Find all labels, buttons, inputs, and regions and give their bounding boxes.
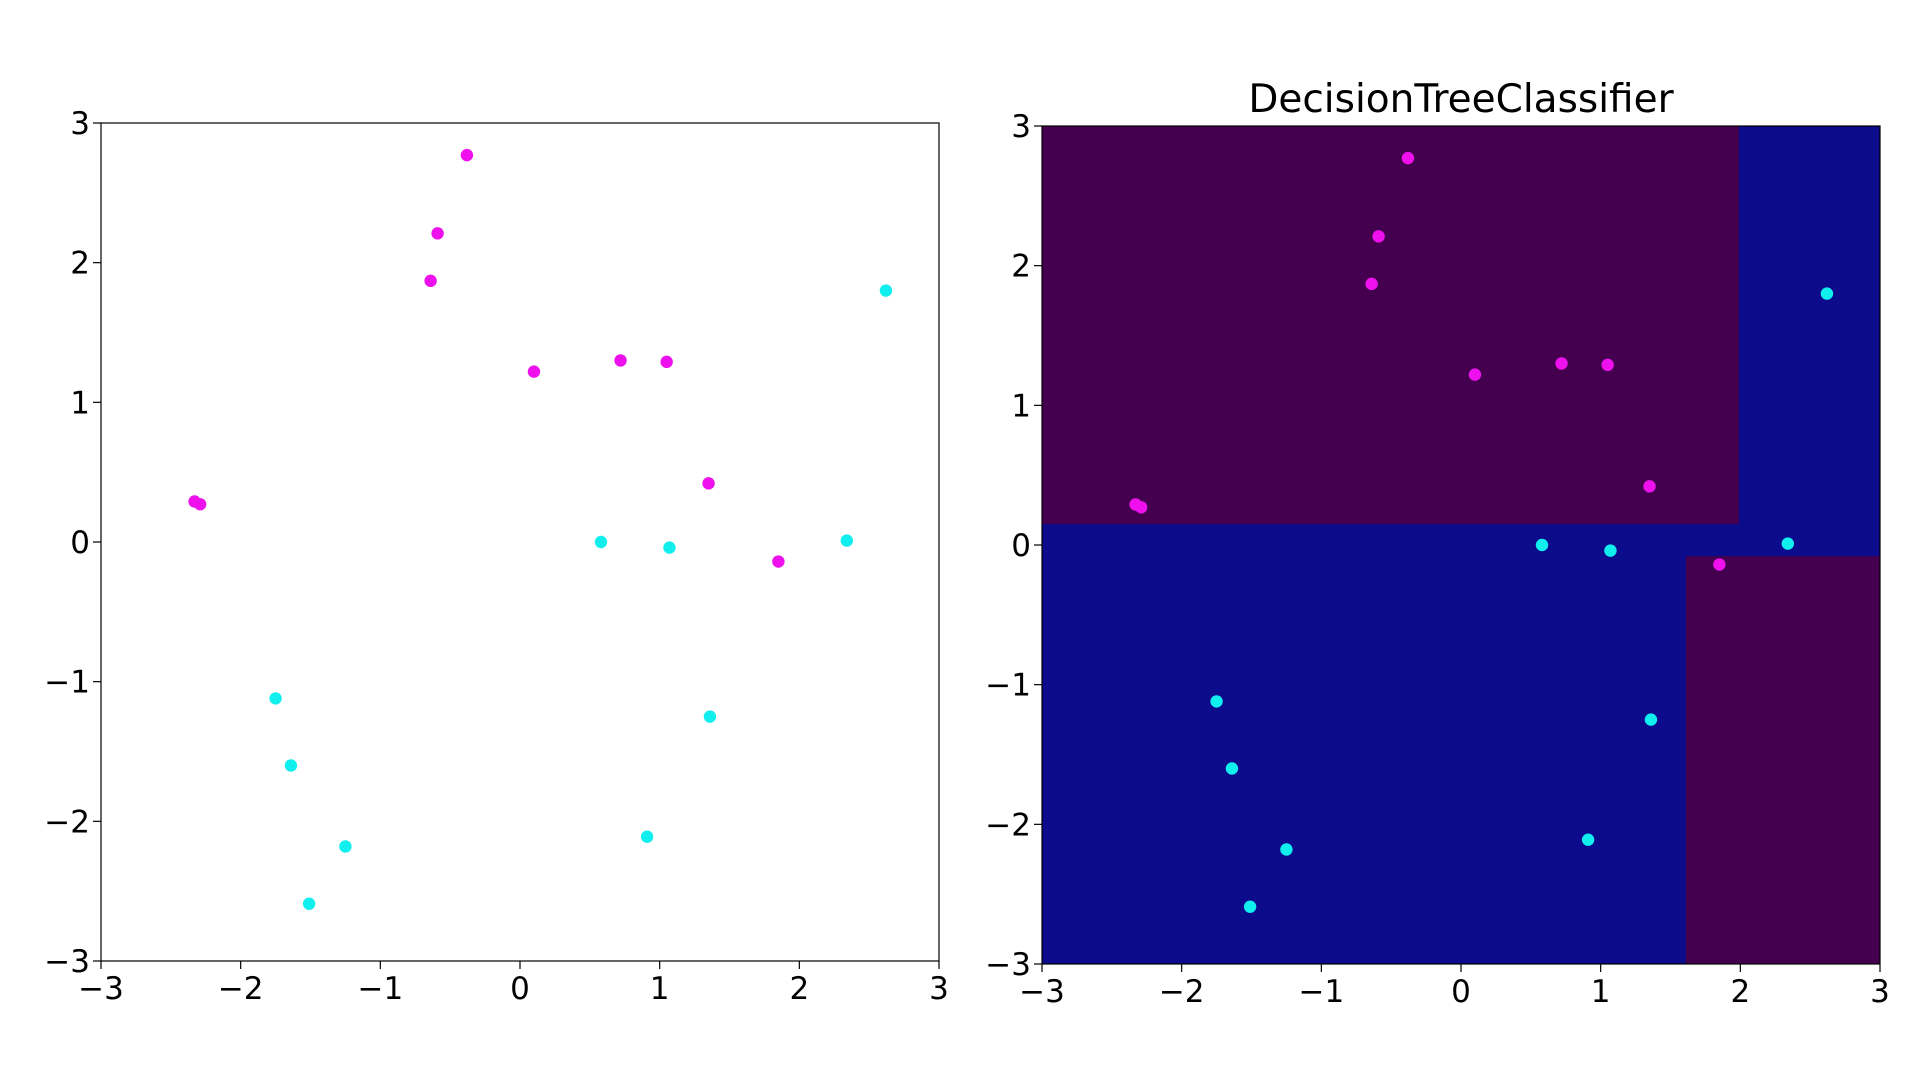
scatter-point <box>879 284 893 297</box>
y-tick-label: 2 <box>1011 249 1031 285</box>
scatter-point <box>1581 833 1595 846</box>
y-tick-label: −2 <box>44 804 90 840</box>
scatter-point <box>1820 287 1834 300</box>
scatter-point <box>640 830 654 843</box>
scatter-point <box>1365 277 1378 291</box>
scatter-point <box>840 534 854 547</box>
y-tick-label: −1 <box>985 668 1031 704</box>
scatter-point <box>424 274 437 288</box>
y-tick-label: 0 <box>70 525 90 561</box>
y-tick-label: 3 <box>1011 109 1031 145</box>
x-tick-label: 0 <box>1451 974 1471 1010</box>
scatter-panel-left: −3 −2 −1 0 1 2 3 −3 −2 −1 0 1 2 3 <box>44 106 949 1007</box>
scatter-point <box>1713 558 1726 571</box>
y-tick-label: −2 <box>985 807 1031 843</box>
y-tick-label: 3 <box>70 106 90 142</box>
plot-area-left <box>101 123 939 961</box>
scatter-point <box>772 555 785 568</box>
scatter-point <box>339 840 352 853</box>
y-tick-label: 2 <box>70 246 90 282</box>
y-tick-label: 0 <box>1011 528 1031 564</box>
scatter-panel-right: −3 −2 −1 0 1 2 3 −3 −2 −1 0 1 2 3 DecisionTreeClassi… <box>985 77 1890 1010</box>
scatter-point <box>703 710 717 723</box>
scatter-point <box>193 498 207 511</box>
x-tick-label: 2 <box>789 971 809 1007</box>
x-tick-label: 3 <box>929 971 949 1007</box>
scatter-point <box>431 227 444 240</box>
scatter-point <box>663 541 676 554</box>
x-tick-label: −2 <box>218 971 264 1007</box>
scatter-point <box>1468 368 1482 381</box>
scatter-point <box>1401 151 1415 165</box>
scatter-point <box>614 354 627 367</box>
scatter-point <box>660 355 673 369</box>
x-tick-label: 1 <box>1591 974 1611 1010</box>
scatter-point <box>1372 230 1385 243</box>
scatter-point <box>1134 501 1148 514</box>
scatter-point <box>527 365 541 378</box>
scatter-point <box>284 759 298 772</box>
scatter-point <box>1210 695 1223 708</box>
scatter-point <box>269 692 282 705</box>
x-tick-label: 3 <box>1870 974 1890 1010</box>
scatter-point <box>1280 843 1293 856</box>
scatter-point <box>1644 713 1658 726</box>
scatter-point <box>1555 357 1568 370</box>
x-tick-label: −3 <box>1019 974 1065 1010</box>
y-tick-label: −3 <box>985 947 1031 983</box>
scatter-point <box>1225 762 1239 775</box>
decision-region-0 <box>1042 126 1739 525</box>
x-tick-label: −3 <box>78 971 124 1007</box>
y-tick-label: 1 <box>70 385 90 421</box>
decision-region-1 <box>1685 556 1880 964</box>
scatter-point <box>1535 538 1549 552</box>
x-tick-label: −2 <box>1159 974 1205 1010</box>
chart-title-right: DecisionTreeClassifier <box>1248 77 1674 122</box>
x-tick-label: 1 <box>650 971 670 1007</box>
x-tick-label: 0 <box>510 971 530 1007</box>
x-tick-label: −1 <box>1298 974 1344 1010</box>
y-tick-label: −1 <box>44 665 90 701</box>
y-tick-label: −3 <box>44 944 90 980</box>
x-tick-label: −1 <box>357 971 403 1007</box>
scatter-point <box>594 535 608 549</box>
scatter-point <box>460 148 474 162</box>
y-tick-label: 1 <box>1011 388 1031 424</box>
scatter-point <box>702 477 715 490</box>
scatter-point <box>1601 358 1614 372</box>
scatter-point <box>1243 900 1257 913</box>
scatter-point <box>1604 544 1617 557</box>
scatter-point <box>1643 480 1656 493</box>
scatter-point <box>302 897 316 910</box>
scatter-point <box>1781 537 1795 550</box>
x-tick-label: 2 <box>1730 974 1750 1010</box>
